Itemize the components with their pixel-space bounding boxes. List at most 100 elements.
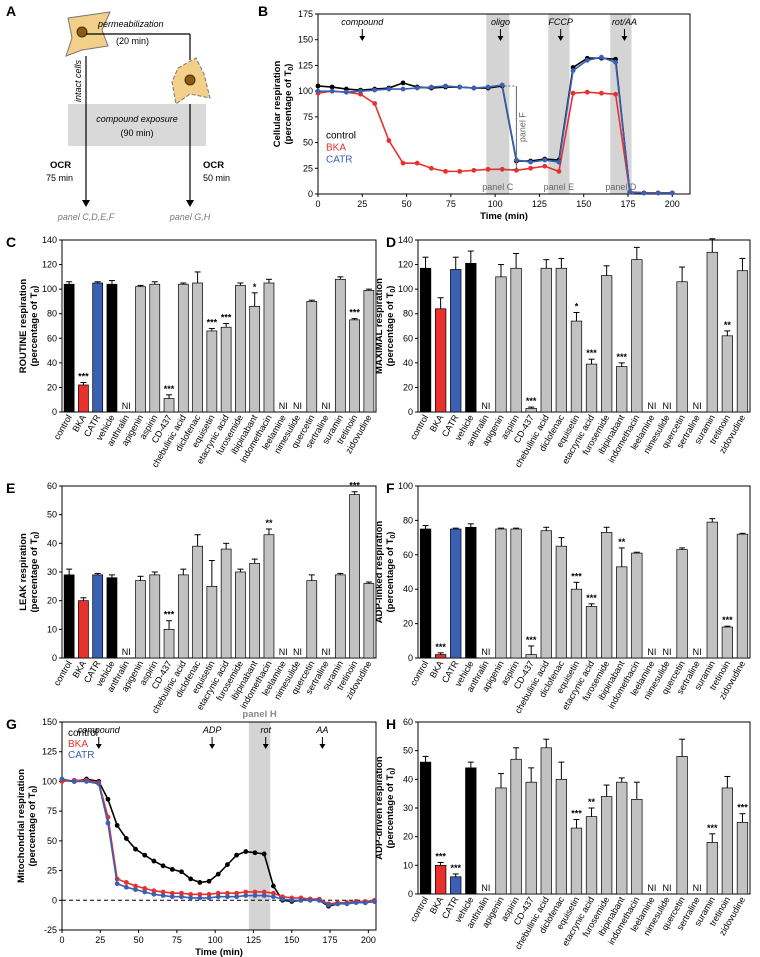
data-point-CATR (613, 59, 618, 65)
bar-vehicle (465, 767, 477, 895)
bar-furosemide (601, 275, 613, 413)
bar-quercetin (676, 549, 688, 659)
bar-etacrynic acid (585, 363, 598, 413)
bar-zidovudine (736, 533, 749, 659)
ni-label: NI (647, 883, 656, 893)
data-point-BKA (372, 101, 378, 106)
y-tick-label: 50 (47, 510, 57, 520)
y-tick-label: 20 (403, 619, 413, 629)
ni-label: NI (279, 401, 288, 411)
bar-control (63, 283, 75, 413)
bar-diclofenac (192, 545, 203, 659)
bar-furosemide (235, 285, 246, 413)
y-tick-label: 20 (403, 382, 413, 392)
data-point-BKA (197, 891, 203, 897)
x-tick-label: 200 (665, 199, 680, 209)
ocr-right-time: 50 min (203, 173, 230, 183)
data-point-CATR (59, 776, 65, 782)
y-tick-label: 60 (403, 550, 413, 560)
y-tick-label: 0 (52, 407, 57, 417)
bar-control (419, 528, 432, 659)
shaded-window (486, 14, 510, 194)
data-point-CATR (289, 897, 295, 903)
y-tick-label: 140 (398, 235, 413, 245)
y-tick-label: 25 (303, 163, 313, 173)
chart-c: C 0 20 40 60 80 100 120 140 ROUTINE respiration(p… (6, 234, 377, 469)
intact-cells-label: intact cells (73, 59, 83, 102)
bar-zidovudine (363, 290, 375, 413)
legend-control: control (326, 131, 356, 142)
shaded-window (548, 14, 570, 194)
bar-CD-437 (163, 398, 175, 413)
data-point-control (123, 836, 129, 841)
y-axis-label: Cellular respiration(percentage of T0) (272, 61, 295, 148)
significance-mark: *** (526, 396, 537, 406)
data-point-BKA (188, 891, 194, 897)
data-point-control (133, 846, 138, 852)
y-tick-label: 50 (303, 138, 313, 148)
data-point-CATR (344, 901, 350, 907)
data-point-CATR (188, 895, 194, 901)
data-point-CATR (335, 901, 341, 907)
x-tick-label: 175 (323, 935, 338, 945)
significance-mark: *** (571, 571, 582, 581)
data-point-BKA (270, 890, 276, 896)
y-tick-label: 60 (403, 333, 413, 343)
ni-label: NI (481, 401, 490, 411)
x-tick-label: 150 (284, 935, 299, 945)
category-label: control (408, 659, 430, 687)
y-axis-label: Mitochondrial respiration(percentage of … (16, 769, 39, 883)
data-point-BKA (169, 890, 175, 896)
data-point-CATR (372, 899, 377, 904)
event-label: ADP (202, 725, 222, 735)
ni-label: NI (122, 647, 131, 657)
data-point-CATR (307, 897, 313, 903)
series-line-BKA (61, 779, 375, 905)
bar-ibipinabant (249, 305, 261, 413)
x-tick-label: 200 (361, 935, 376, 945)
bar-BKA (435, 308, 447, 413)
ni-label: NI (481, 883, 490, 893)
bar-vehicle (106, 283, 118, 413)
x-tick-label: 75 (172, 935, 182, 945)
data-point-control (400, 80, 406, 86)
ni-label: NI (322, 401, 331, 411)
y-axis-label: MAXIMAL respiration(percentage of T0) (374, 278, 397, 374)
ni-label: NI (322, 647, 331, 657)
data-point-CATR (243, 893, 249, 898)
event-arrowhead (262, 744, 269, 749)
data-point-BKA (584, 89, 590, 95)
bar-apigenin (495, 276, 507, 413)
significance-mark: *** (737, 803, 748, 813)
data-point-BKA (570, 90, 576, 96)
bar-CD-437 (525, 654, 537, 659)
bar-apigenin (495, 787, 507, 895)
event-label: compound (341, 17, 384, 27)
panel-label: D (386, 234, 396, 250)
data-point-CATR (179, 894, 184, 900)
bar-CD-437 (525, 781, 537, 895)
bar-quercetin (306, 301, 318, 413)
y-tick-label: 80 (403, 515, 413, 525)
panel-label: F (386, 480, 395, 496)
y-tick-label: 30 (47, 567, 57, 577)
bar-equisetin (570, 588, 583, 659)
data-point-CATR (443, 83, 448, 89)
data-point-control (114, 823, 120, 828)
data-point-CATR (655, 190, 661, 196)
bar-vehicle (106, 577, 118, 659)
data-point-CATR (252, 893, 258, 898)
data-point-CATR (570, 68, 576, 73)
x-tick-label: 25 (357, 199, 367, 209)
ni-label: NI (122, 401, 131, 411)
data-point-CATR (386, 86, 392, 92)
bar-diclofenac (555, 545, 567, 659)
y-tick-label: 10 (403, 860, 413, 870)
data-point-CATR (206, 895, 212, 901)
y-tick-label: 60 (403, 717, 413, 727)
data-point-CATR (234, 894, 240, 900)
significance-mark: ** (588, 797, 596, 807)
shaded-window (248, 722, 271, 930)
data-point-CATR (142, 889, 148, 895)
